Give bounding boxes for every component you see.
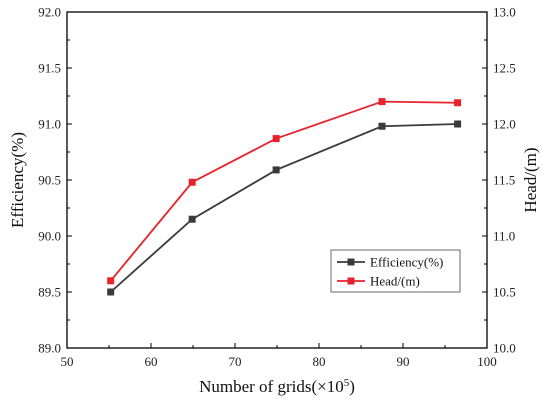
- y-right-tick-label: 12.0: [493, 117, 516, 132]
- y-right-tick-label: 12.5: [493, 61, 516, 76]
- legend-swatch-marker: [347, 277, 355, 285]
- series-point: [454, 99, 462, 107]
- x-tick-label: 50: [61, 354, 74, 369]
- y-left-axis-title: Efficiency(%): [8, 132, 27, 228]
- series-point: [378, 98, 386, 106]
- legend: Efficiency(%) Head/(m): [330, 249, 461, 293]
- y-right-tick-label: 10.0: [493, 341, 516, 356]
- series-point: [188, 215, 196, 223]
- y-left-tick-label: 92.0: [38, 5, 61, 20]
- legend-label: Head/(m): [370, 274, 420, 289]
- x-tick-label: 90: [397, 354, 410, 369]
- x-tick-label: 60: [145, 354, 158, 369]
- x-axis-title: Number of grids(×105): [199, 377, 355, 396]
- y-left-tick-label: 91.5: [38, 61, 61, 76]
- series-point: [454, 120, 462, 128]
- legend-swatch-marker: [347, 258, 355, 266]
- series-point: [188, 178, 196, 186]
- series-point: [378, 122, 386, 130]
- series-layer: [107, 98, 462, 296]
- y-left-tick-label: 89.5: [38, 285, 61, 300]
- y-left-tick-label: 91.0: [38, 117, 61, 132]
- series-point: [107, 288, 115, 296]
- y-right-axis-title: Head/(m): [521, 147, 540, 212]
- x-axis-title-close: ): [349, 377, 355, 396]
- ticks-layer: 50 60 70 80 90 100 89.0 89.5 90.0 90.5 91.0 91.5 92.…: [38, 5, 516, 370]
- y-right-tick-label: 11.0: [493, 229, 515, 244]
- y-left-tick-label: 90.0: [38, 229, 61, 244]
- x-tick-label: 80: [313, 354, 326, 369]
- series-point: [272, 135, 280, 143]
- x-tick-label: 70: [229, 354, 242, 369]
- x-axis-title-main: Number of grids(×10: [199, 377, 344, 396]
- legend-label: Efficiency(%): [370, 255, 443, 270]
- x-tick-label: 100: [477, 354, 497, 369]
- y-left-tick-label: 89.0: [38, 341, 61, 356]
- y-right-tick-label: 13.0: [493, 5, 516, 20]
- series-point: [272, 166, 280, 174]
- y-right-tick-label: 10.5: [493, 285, 516, 300]
- y-right-tick-label: 11.5: [493, 173, 515, 188]
- series-point: [107, 277, 115, 285]
- legend-box: [330, 249, 461, 293]
- y-left-tick-label: 90.5: [38, 173, 61, 188]
- plot-frame: [66, 11, 488, 349]
- x-axis-title-superscript: 5: [344, 377, 350, 389]
